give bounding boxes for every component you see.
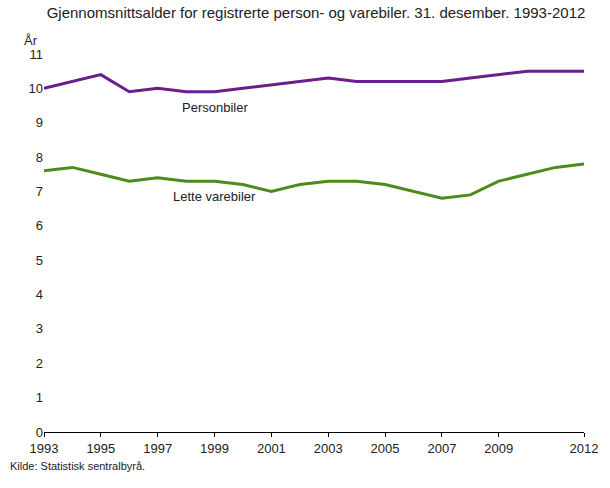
svg-text:2009: 2009	[484, 441, 513, 456]
svg-text:0: 0	[36, 425, 43, 440]
svg-text:1999: 1999	[200, 441, 229, 456]
svg-text:Personbiler: Personbiler	[182, 100, 248, 115]
svg-text:7: 7	[36, 184, 43, 199]
svg-text:2001: 2001	[257, 441, 286, 456]
svg-text:2005: 2005	[371, 441, 400, 456]
svg-text:Lette varebiler: Lette varebiler	[173, 189, 256, 204]
svg-text:8: 8	[36, 150, 43, 165]
svg-text:11: 11	[30, 47, 44, 62]
svg-text:10: 10	[29, 81, 43, 96]
svg-text:3: 3	[36, 321, 43, 336]
svg-text:2007: 2007	[427, 441, 456, 456]
svg-text:2003: 2003	[314, 441, 343, 456]
svg-text:4: 4	[36, 287, 43, 302]
svg-text:1993: 1993	[30, 441, 59, 456]
svg-text:1: 1	[36, 390, 43, 405]
svg-text:5: 5	[36, 253, 43, 268]
svg-text:2: 2	[36, 356, 43, 371]
svg-text:1997: 1997	[143, 441, 172, 456]
svg-text:Gjennomsnittsalder for registr: Gjennomsnittsalder for registrerte perso…	[47, 4, 586, 21]
svg-text:1995: 1995	[86, 441, 115, 456]
svg-text:2012: 2012	[570, 441, 599, 456]
svg-text:6: 6	[36, 218, 43, 233]
svg-text:9: 9	[36, 115, 43, 130]
svg-text:År: År	[24, 33, 38, 48]
svg-text:Kilde: Statistisk sentralbyrå.: Kilde: Statistisk sentralbyrå.	[10, 460, 145, 472]
